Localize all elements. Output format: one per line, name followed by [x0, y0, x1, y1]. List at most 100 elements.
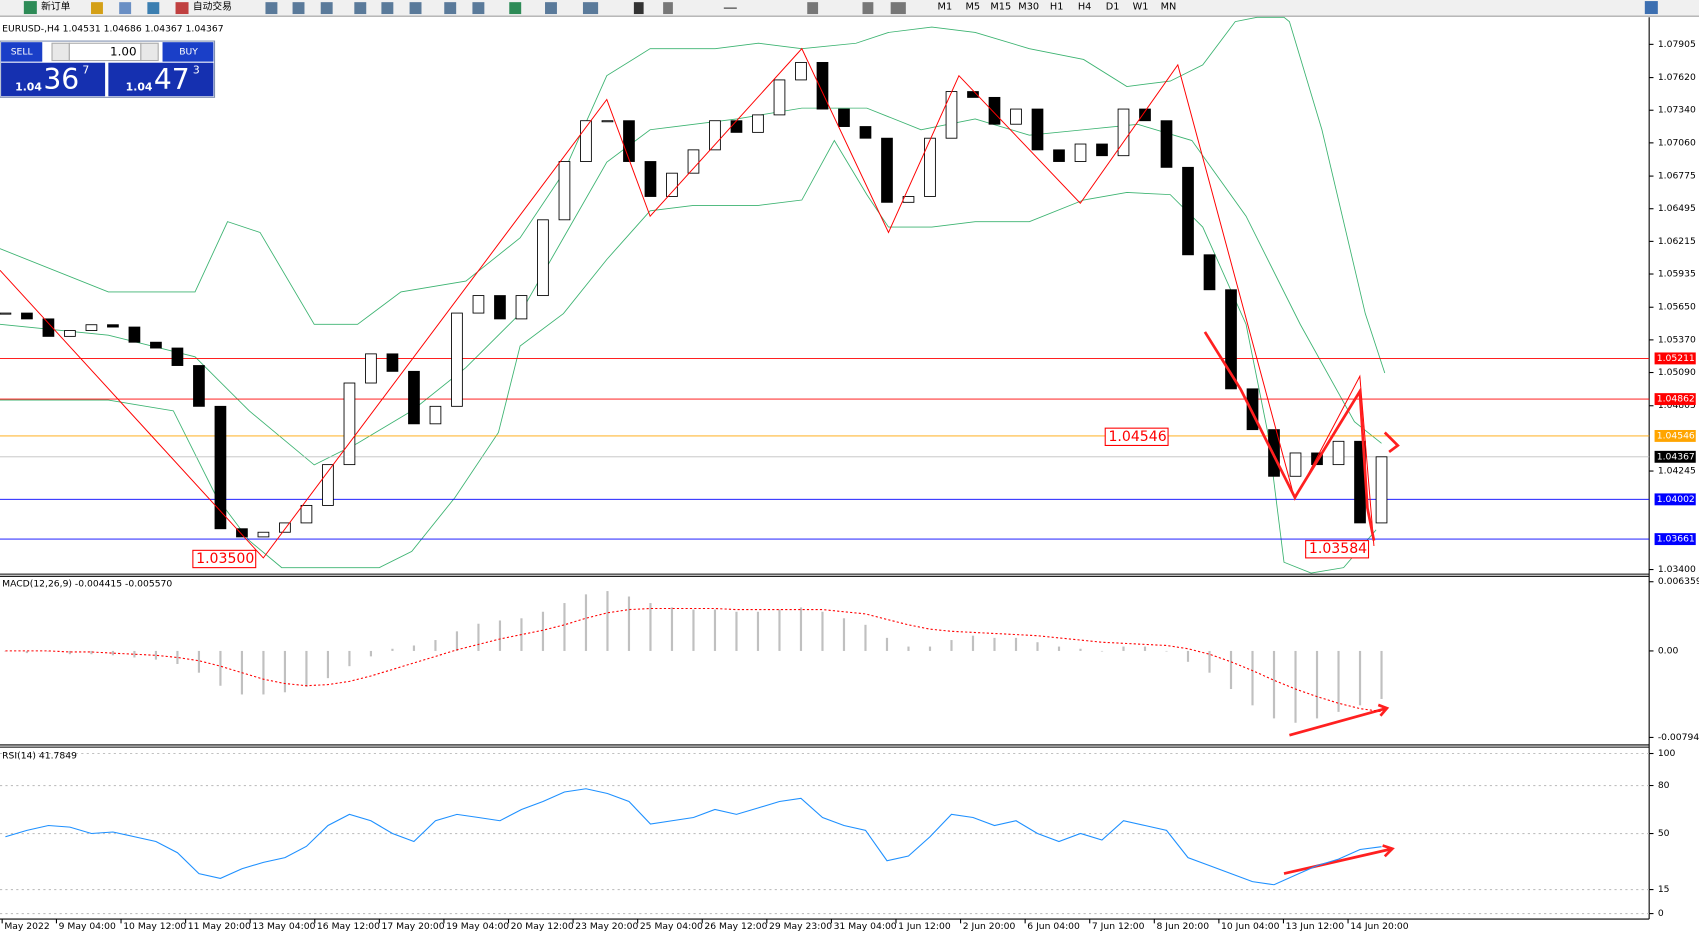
ask-prefix: 1.04: [126, 81, 153, 94]
macd-bar: [928, 646, 932, 651]
timeframe-button[interactable]: D1: [1106, 1, 1120, 12]
x-tick-label: 11 May 20:00: [188, 921, 251, 932]
macd-bar: [1143, 646, 1147, 651]
auto-trading[interactable]: 自动交易: [193, 0, 232, 12]
candle: [687, 149, 700, 174]
toolbar-icon[interactable]: [265, 2, 278, 15]
macd-bar: [391, 648, 394, 651]
timeframe-button[interactable]: M15: [990, 1, 1011, 12]
toolbar-icon[interactable]: [545, 2, 557, 15]
x-tick-label: 23 May 20:00: [575, 921, 638, 932]
macd-bar: [219, 650, 222, 686]
candle: [1225, 289, 1237, 390]
candle: [85, 324, 98, 331]
candle: [408, 370, 420, 425]
toolbar-icon[interactable]: [409, 2, 422, 15]
lots-value[interactable]: 1.00: [110, 44, 137, 58]
candle: [666, 172, 678, 197]
timeframe-button[interactable]: H4: [1078, 1, 1092, 12]
x-tick-label: 19 May 04:00: [446, 921, 509, 932]
x-tick-label: 10 Jun 04:00: [1221, 921, 1280, 932]
toolbar-icon[interactable]: [320, 2, 333, 15]
x-tick-label: 29 May 23:00: [769, 921, 832, 932]
timeframe-button[interactable]: H1: [1050, 1, 1064, 12]
toolbar-icon[interactable]: [582, 2, 599, 15]
bid-box[interactable]: [1, 62, 106, 97]
macd-bar: [47, 650, 50, 652]
x-tick-label: 14 Jun 20:00: [1350, 921, 1409, 932]
macd-title: MACD(12,26,9) -0.004415 -0.005570: [2, 578, 172, 589]
timeframe-button[interactable]: M30: [1018, 1, 1039, 12]
candle: [601, 120, 614, 123]
macd-signal: [5, 607, 1382, 713]
macd-bar: [541, 611, 545, 651]
macd-bar: [68, 650, 72, 655]
time-axis: May 2022 9 May 04:00 10 May 12:00 11 May 20…: [1, 919, 1409, 932]
y-tick-label: 50: [1658, 828, 1670, 839]
toolbar-icon[interactable]: [862, 2, 874, 15]
bid-fraction: 7: [82, 63, 89, 76]
x-tick-label: 8 Jun 20:00: [1156, 921, 1209, 932]
toolbar-icon[interactable]: [633, 2, 644, 15]
y-tick-label: 1.05370: [1658, 334, 1696, 345]
toolbar-icon[interactable]: [354, 2, 367, 15]
toolbar-icon[interactable]: [663, 2, 673, 15]
lots-up[interactable]: [140, 42, 159, 62]
candle: [537, 219, 549, 297]
toolbar-icon[interactable]: [381, 2, 394, 15]
toolbar-icon[interactable]: [91, 2, 103, 15]
macd-bar: [305, 650, 308, 687]
candle: [859, 126, 872, 139]
candle: [322, 464, 334, 506]
toolbar-icon[interactable]: [723, 7, 737, 9]
x-tick-label: 13 May 04:00: [252, 921, 315, 932]
annotation: 1.03500: [196, 551, 254, 567]
macd-bar: [778, 609, 781, 651]
timeframe-button[interactable]: M1: [938, 1, 953, 12]
toolbar-icon[interactable]: [807, 2, 819, 15]
sell-label[interactable]: SELL: [11, 46, 34, 57]
y-tick-label: 1.04245: [1658, 466, 1696, 477]
candle: [1053, 149, 1065, 162]
x-tick-label: 26 May 12:00: [704, 921, 767, 932]
trend-arrows: [1203, 331, 1400, 875]
timeframe-button[interactable]: MN: [1161, 1, 1177, 12]
macd-bar: [950, 640, 953, 651]
buy-button[interactable]: [162, 42, 214, 62]
macd-bar: [1057, 646, 1061, 651]
search-icon[interactable]: [1644, 1, 1658, 15]
macd-bar: [348, 650, 351, 667]
rsi-line: [5, 788, 1382, 886]
timeframe-button[interactable]: M5: [966, 1, 981, 12]
buy-label[interactable]: BUY: [179, 46, 198, 57]
macd-bar: [993, 637, 996, 651]
y-tick-label: 0: [1658, 908, 1664, 919]
lots-down[interactable]: [51, 42, 70, 62]
candle: [429, 405, 442, 425]
toolbar-icon[interactable]: [147, 2, 160, 15]
toolbar-icon[interactable]: [119, 2, 132, 15]
new-order[interactable]: 新订单: [41, 0, 71, 12]
candle: [623, 120, 635, 162]
y-tick-label: 0.00: [1658, 645, 1679, 656]
candle: [580, 120, 592, 162]
auto-trading-icon[interactable]: [175, 2, 189, 15]
new-order-icon[interactable]: [23, 1, 37, 15]
toolbar-icon[interactable]: [292, 2, 305, 15]
candle: [752, 114, 764, 133]
toolbar: [0, 0, 1699, 17]
x-tick-label: 7 Jun 12:00: [1092, 921, 1145, 932]
macd-bar: [1315, 650, 1319, 719]
macd-bar: [1014, 637, 1018, 651]
ask-box[interactable]: [108, 62, 214, 97]
sell-button[interactable]: [1, 42, 43, 62]
toolbar-icon[interactable]: [472, 2, 485, 15]
x-tick-label: 9 May 04:00: [59, 921, 116, 932]
toolbar-icon[interactable]: [890, 2, 906, 15]
macd-bar: [1272, 650, 1276, 719]
macd-bar: [455, 631, 459, 651]
timeframe-button[interactable]: W1: [1133, 1, 1149, 12]
toolbar-icon[interactable]: [509, 2, 522, 15]
toolbar-icon[interactable]: [444, 2, 457, 15]
y-tick-label: 1.07060: [1658, 137, 1696, 148]
